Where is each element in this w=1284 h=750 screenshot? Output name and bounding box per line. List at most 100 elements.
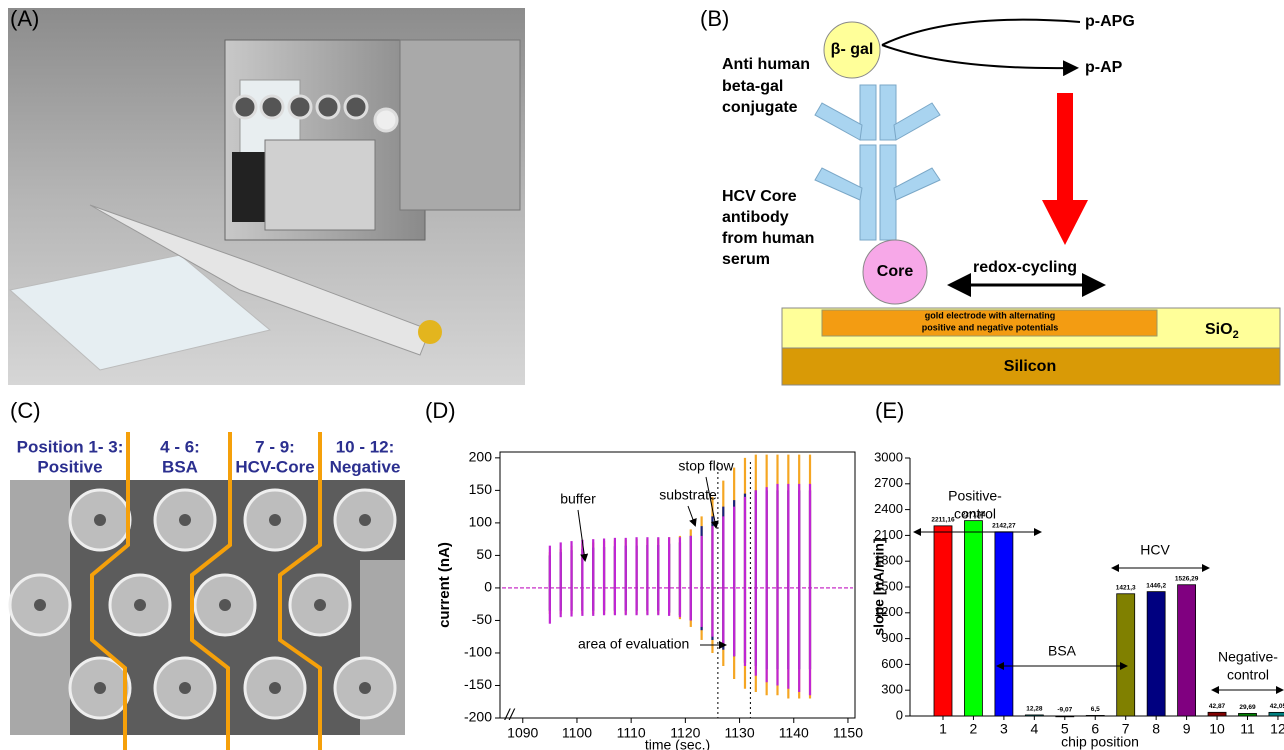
value-label: 1526,29 [1175,575,1199,582]
value-label: 2142,27 [992,522,1016,529]
value-label: 6,5 [1091,706,1100,713]
y-tick-label: 0 [484,579,492,595]
value-label: 12,28 [1026,706,1043,713]
x-tick-label: 1090 [507,725,538,741]
photo-c [10,432,405,750]
panel-label: (D) [425,398,456,423]
x-tick-label: 1110 [617,725,646,741]
y-tick-label: -50 [472,611,492,627]
annotation: stop flow [678,458,734,474]
x-tick-label: 8 [1152,721,1160,737]
substrate-label: p-APG [1085,13,1135,30]
bar [1269,712,1284,716]
antibody-label: HCV Core [722,188,797,205]
electrode-label: gold electrode with alternating [925,310,1056,320]
x-tick-label: 4 [1030,721,1038,737]
bar [1147,592,1165,716]
y-tick-label: -200 [464,709,492,725]
panel-label: (A) [10,6,39,31]
group-label: BSA [162,457,198,476]
value-label: 29,69 [1239,704,1256,711]
y-tick-label: 0 [896,707,903,722]
y-tick-label: 2400 [874,501,903,516]
bar [1086,715,1104,716]
antibody-label: antibody [722,209,789,226]
value-label: -9,07 [1057,707,1072,714]
x-tick-label: 2 [970,721,978,737]
y-tick-label: 200 [469,449,493,465]
y-tick-label: 150 [469,481,493,497]
electrode-label: positive and negative potentials [922,322,1059,332]
y-tick-label: -150 [464,676,492,692]
group-label: Negative [330,457,401,476]
value-label: 1421,3 [1116,584,1136,591]
annotation: control [954,506,996,522]
group-label: 10 - 12: [336,437,395,456]
y-tick-label: 50 [476,546,492,562]
x-tick-label: 3 [1000,721,1008,737]
x-tick-label: 1140 [779,725,809,741]
y-tick-label: 2700 [874,475,903,490]
enzyme-label: β- gal [831,41,874,58]
axis-break: // [504,707,515,724]
x-tick-label: 12 [1270,721,1284,737]
group-label: Position 1- 3: [17,437,124,456]
y-axis-title: current (nA) [436,542,453,628]
annotation: control [1227,667,1269,683]
core-label: Core [877,263,914,280]
x-axis-title: time (sec.) [645,737,710,750]
annotation: BSA [1048,643,1077,659]
annotation: Positive- [948,488,1002,504]
y-tick-label: 3000 [874,449,903,464]
y-tick-label: -100 [464,644,492,660]
group-label: Positive [37,457,102,476]
value-label: 42,87 [1209,703,1226,710]
x-tick-label: 1150 [833,725,863,741]
x-tick-label: 11 [1240,721,1255,737]
x-tick-label: 1100 [562,725,592,741]
annotation: area of evaluation [578,636,689,652]
antibody-label: from human [722,230,814,247]
annotation: HCV [1140,542,1170,558]
page: (A) (B) β- gal p-APG p-AP Anti human bet… [0,0,1284,750]
conjugate-label: Anti human [722,56,810,73]
group-label: 4 - 6: [160,437,200,456]
annotation: Negative- [1218,649,1278,665]
y-axis-title: slope [nA/min] [871,538,887,635]
panel-label: (B) [700,6,729,31]
antibody-label: serum [722,251,770,268]
y-tick-label: 100 [469,514,493,530]
bar [964,521,982,716]
product-label: p-AP [1085,59,1123,76]
figure: (A) (B) β- gal p-APG p-AP Anti human bet… [0,0,1284,750]
conjugate-label: conjugate [722,99,798,116]
x-tick-label: 1 [939,721,947,737]
bar [1208,712,1226,716]
bar [1117,594,1135,716]
cycling-label: redox-cycling [973,259,1077,276]
group-label: 7 - 9: [255,437,295,456]
bar [995,532,1013,716]
oxide-text: SiO [1205,321,1233,338]
bar [934,526,952,716]
annotation-arrow [688,506,695,525]
bar [1178,585,1196,716]
value-label: 2211,16 [931,517,955,524]
y-tick-label: 600 [881,656,903,671]
panel-label: (C) [10,398,41,423]
value-label: 1446,2 [1146,582,1166,589]
panel-label: (E) [875,398,904,423]
value-label: 42,05 [1270,703,1284,710]
x-tick-label: 10 [1209,721,1225,737]
photo-a [8,8,525,385]
x-tick-label: 9 [1183,721,1191,737]
x-tick-label: 1130 [725,725,755,741]
bar [1025,715,1043,716]
x-axis-title: chip position [1061,734,1139,750]
y-tick-label: 300 [881,682,903,697]
annotation: buffer [560,491,596,507]
conjugate-label: beta-gal [722,78,783,95]
group-label: HCV-Core [235,457,314,476]
bar [1239,713,1257,716]
